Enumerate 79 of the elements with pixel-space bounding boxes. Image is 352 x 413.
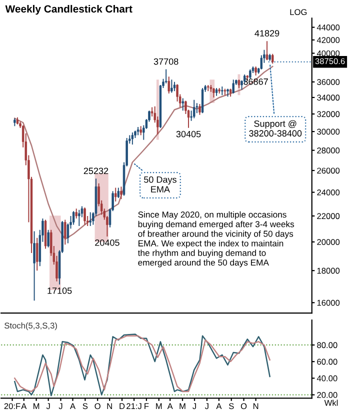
candlestick: [164, 68, 168, 84]
chart-title: Weekly Candlestick Chart: [5, 4, 132, 15]
annotation: 50 Days EMA: [144, 176, 176, 192]
x-tick-label: 20:F: [4, 403, 20, 410]
x-tick-label: A: [167, 403, 173, 410]
x-tick-label: 21:J: [126, 403, 142, 410]
x-tick-label: M: [156, 403, 162, 410]
x-tick-label: N: [253, 403, 258, 410]
text: LOG: [290, 9, 307, 16]
y-tick-label: 34000: [317, 94, 340, 101]
candlestick: [117, 187, 120, 198]
candlestick: [36, 237, 38, 272]
x-tick-label: S: [228, 403, 234, 410]
candlestick: [72, 210, 75, 226]
candlestick: [78, 209, 80, 227]
candlestick: [201, 88, 204, 114]
x-tick-label: M: [180, 403, 186, 410]
candlestick: [47, 229, 50, 248]
x-tick-label: J: [192, 403, 196, 410]
y-tick-label: 22000: [317, 213, 340, 220]
candlestick: [33, 230, 36, 302]
candlestick: [170, 79, 173, 94]
y-tick-label: 28000: [317, 148, 340, 154]
y-tick-label: 44000: [316, 24, 340, 30]
x-tick-label: J: [204, 403, 208, 410]
annotation: 20405: [95, 239, 120, 246]
x-tick-label: O: [240, 403, 247, 410]
x-tick-label: A: [21, 403, 27, 410]
annotation: 41829: [254, 30, 280, 37]
x-tick-label: D: [120, 403, 125, 410]
candlestick: [84, 206, 86, 226]
x-tick-label: M: [34, 403, 40, 410]
y-tick-label: 40.00: [316, 375, 338, 382]
x-tick-label: F: [144, 403, 149, 410]
candlestick: [249, 68, 252, 80]
y-tick-label: 32000: [317, 111, 340, 118]
candlestick: [193, 99, 196, 119]
y-tick-label: 30000: [317, 128, 340, 135]
x-tick-label: O: [94, 403, 100, 410]
y-tick-label: 24000: [317, 189, 340, 196]
x-tick-label: S: [82, 403, 88, 410]
y-tick-label: 42000: [316, 37, 340, 44]
candlestick: [168, 76, 170, 94]
candlestick: [266, 40, 268, 61]
candlestick: [64, 219, 66, 246]
candlestick: [75, 208, 78, 219]
candlestick: [140, 126, 142, 136]
candlestick: [182, 98, 184, 112]
y-tick-label: 36000: [317, 79, 340, 86]
candlestick: [272, 53, 274, 64]
y-tick-label: 18000: [317, 268, 340, 274]
candlestick: [89, 212, 92, 227]
y-tick-label: 16000: [317, 300, 340, 306]
candlestick: [232, 79, 234, 94]
text: Wkl: [324, 400, 338, 406]
annotation: Support @ 38200-38400: [249, 120, 302, 137]
x-tick-label: N: [107, 403, 112, 410]
candlestick: [120, 186, 122, 200]
y-tick-label: 60.00: [317, 358, 338, 365]
y-tick-label: 26000: [317, 168, 340, 174]
candlestick: [198, 103, 201, 116]
chart-title: Stoch(5,3,S,3): [4, 322, 57, 330]
candlestick: [212, 88, 215, 98]
x-tick-label: J: [58, 403, 62, 410]
candlestick: [173, 81, 176, 92]
annotation: 25232: [84, 168, 108, 174]
annotation: 17105: [48, 287, 72, 294]
x-tick-label: A: [216, 403, 222, 410]
annotation: Since May 2020, on multiple occasions buying demand emerged after 3-4 weeks of breather around the vicinity of 50 days EMA. We expect the index to maintain the rhythm and buying demand to emerged around the 50 days EMA: [138, 211, 294, 268]
candlestick: [114, 187, 117, 202]
x-tick-label: J: [46, 403, 50, 410]
x-tick-label: A: [70, 403, 76, 410]
candlestick: [131, 132, 134, 146]
y-tick-label: 20.00: [317, 392, 338, 398]
annotation: 37708: [154, 58, 178, 65]
y-tick-label: 80.00: [317, 342, 338, 348]
y-tick-label: 20000: [317, 239, 340, 246]
ref-line-label: 38750.6: [315, 58, 345, 64]
annotation: 30405: [176, 130, 201, 138]
